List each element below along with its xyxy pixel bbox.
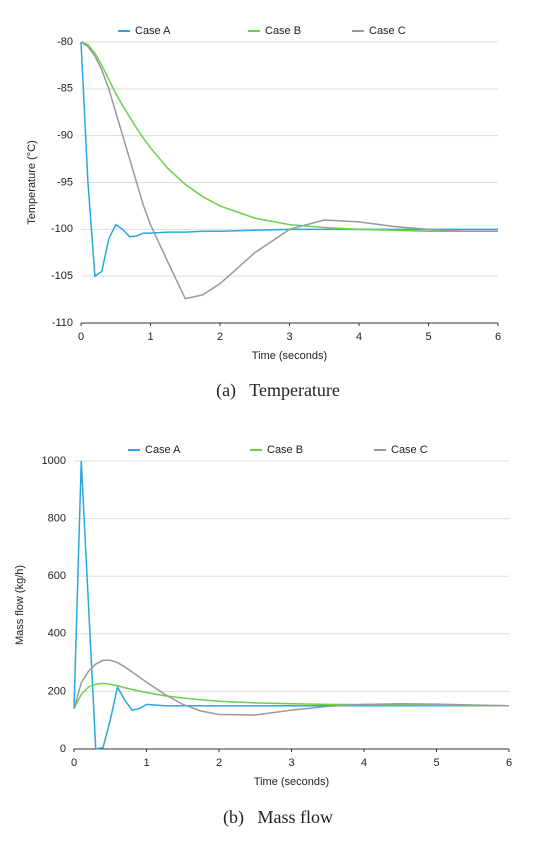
y-tick-label: -90 [57,130,73,142]
y-tick-label: 800 [48,513,66,525]
x-tick-label: 2 [217,331,223,343]
y-tick-label: -105 [51,270,73,282]
x-tick-label: 3 [286,331,292,343]
x-tick-label: 1 [147,331,153,343]
x-tick-label: 2 [216,757,222,769]
x-tick-label: 0 [78,331,84,343]
caption: (a) Temperature [216,380,340,401]
x-tick-label: 6 [495,331,501,343]
x-axis-label: Time (seconds) [254,776,329,788]
series-line [73,460,509,750]
series-line [80,41,498,278]
y-tick-label: 200 [48,685,66,697]
x-tick-label: 4 [361,757,367,769]
legend-label: Case A [135,25,171,37]
x-tick-label: 6 [506,757,512,769]
x-axis-label: Time (seconds) [252,350,327,362]
legend-label: Case C [391,444,428,456]
y-tick-label: -80 [57,36,73,48]
series-line [73,659,510,716]
legend-label: Case A [145,444,181,456]
y-tick-label: 600 [48,570,66,582]
y-tick-label: -95 [57,176,73,188]
x-tick-label: 3 [288,757,294,769]
x-tick-label: 0 [71,757,77,769]
y-tick-label: -110 [52,317,73,329]
x-tick-label: 5 [425,331,431,343]
y-axis-label: Mass flow (kg/h) [14,565,26,645]
caption: (b) Mass flow [223,807,333,828]
legend-label: Case C [369,25,406,37]
y-axis-label: Temperature (°C) [26,140,38,224]
legend-label: Case B [267,444,303,456]
y-tick-label: 0 [60,743,66,755]
x-tick-label: 4 [356,331,362,343]
y-tick-label: -85 [57,83,73,95]
x-tick-label: 1 [143,757,149,769]
legend-label: Case B [265,25,301,37]
series-line [80,41,498,300]
y-tick-label: -100 [51,223,73,235]
series-line [80,41,498,232]
y-tick-label: 400 [48,628,66,640]
y-tick-label: 1000 [42,455,66,467]
x-tick-label: 5 [433,757,439,769]
